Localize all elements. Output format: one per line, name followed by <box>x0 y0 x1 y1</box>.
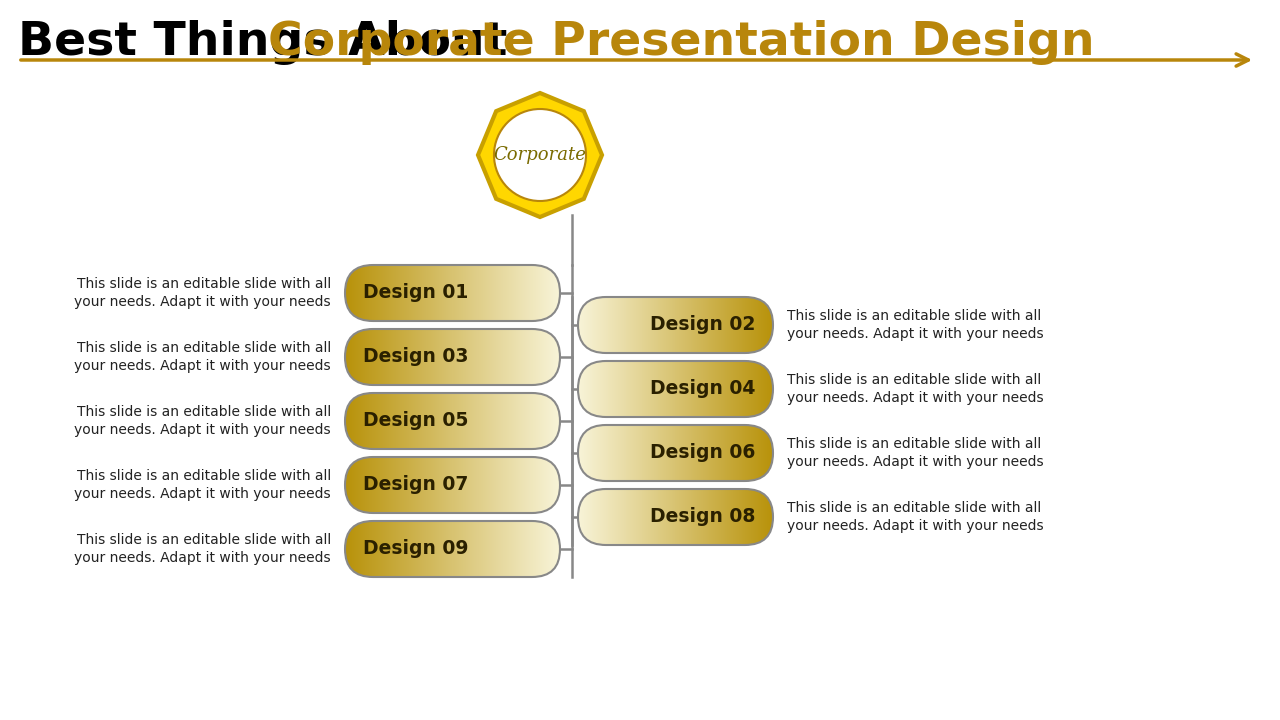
Text: Design 02: Design 02 <box>650 315 755 335</box>
Text: your needs. Adapt it with your needs: your needs. Adapt it with your needs <box>787 519 1043 533</box>
Text: This slide is an editable slide with all: This slide is an editable slide with all <box>77 405 332 419</box>
Circle shape <box>494 109 586 201</box>
Polygon shape <box>477 93 602 217</box>
Text: your needs. Adapt it with your needs: your needs. Adapt it with your needs <box>787 327 1043 341</box>
Text: your needs. Adapt it with your needs: your needs. Adapt it with your needs <box>787 391 1043 405</box>
Text: your needs. Adapt it with your needs: your needs. Adapt it with your needs <box>787 455 1043 469</box>
Text: Design 03: Design 03 <box>364 348 468 366</box>
Text: This slide is an editable slide with all: This slide is an editable slide with all <box>787 309 1041 323</box>
Text: Design 06: Design 06 <box>650 444 755 462</box>
Text: This slide is an editable slide with all: This slide is an editable slide with all <box>77 533 332 547</box>
Text: Best Things About: Best Things About <box>18 20 524 65</box>
Text: Design 09: Design 09 <box>364 539 468 559</box>
Text: This slide is an editable slide with all: This slide is an editable slide with all <box>77 277 332 291</box>
Text: your needs. Adapt it with your needs: your needs. Adapt it with your needs <box>74 295 332 309</box>
Text: your needs. Adapt it with your needs: your needs. Adapt it with your needs <box>74 359 332 373</box>
Text: This slide is an editable slide with all: This slide is an editable slide with all <box>787 437 1041 451</box>
Text: This slide is an editable slide with all: This slide is an editable slide with all <box>787 373 1041 387</box>
Text: Design 08: Design 08 <box>650 508 755 526</box>
Text: This slide is an editable slide with all: This slide is an editable slide with all <box>77 341 332 355</box>
Text: Corporate Presentation Design: Corporate Presentation Design <box>268 20 1094 65</box>
Text: This slide is an editable slide with all: This slide is an editable slide with all <box>77 469 332 483</box>
Text: your needs. Adapt it with your needs: your needs. Adapt it with your needs <box>74 551 332 565</box>
Text: Corporate: Corporate <box>494 146 586 164</box>
Text: Design 07: Design 07 <box>364 475 468 495</box>
Text: Design 04: Design 04 <box>650 379 755 398</box>
Text: Design 01: Design 01 <box>364 284 468 302</box>
Text: your needs. Adapt it with your needs: your needs. Adapt it with your needs <box>74 423 332 437</box>
Text: Design 05: Design 05 <box>364 412 468 431</box>
Text: your needs. Adapt it with your needs: your needs. Adapt it with your needs <box>74 487 332 501</box>
Text: This slide is an editable slide with all: This slide is an editable slide with all <box>787 501 1041 515</box>
